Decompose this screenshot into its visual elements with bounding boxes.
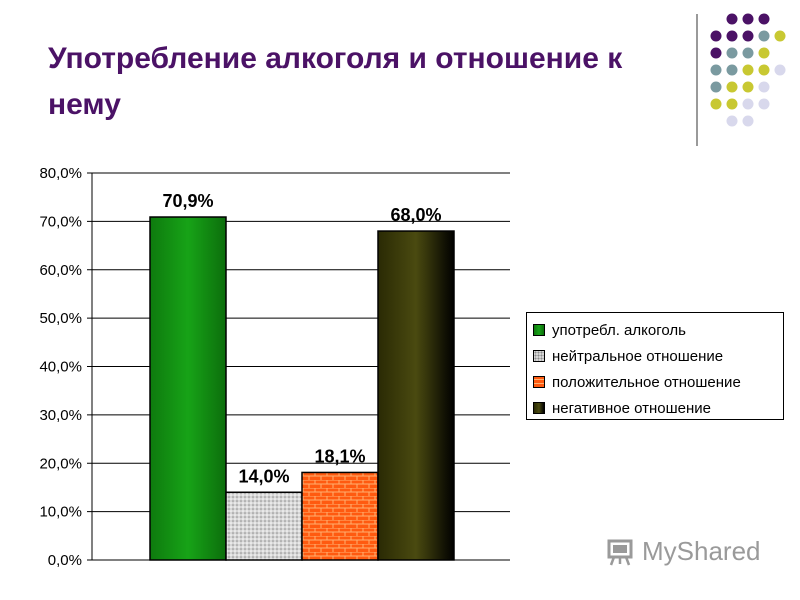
decorative-dot: [758, 13, 770, 25]
decorative-dot: [726, 47, 738, 59]
decorative-dot: [710, 47, 722, 59]
presentation-board-icon: [607, 539, 633, 565]
decorative-divider: [696, 14, 698, 146]
y-tick-label: 70,0%: [39, 213, 82, 230]
y-tick-label: 60,0%: [39, 262, 82, 279]
y-tick-label: 40,0%: [39, 359, 82, 376]
y-tick-label: 0,0%: [48, 552, 82, 569]
y-tick-label: 30,0%: [39, 407, 82, 424]
decorative-dot: [710, 81, 722, 93]
legend-swatch: [533, 324, 545, 336]
y-tick-label: 50,0%: [39, 310, 82, 327]
slide-title: Употребление алкоголя и отношение к нему: [48, 42, 623, 121]
y-tick-label: 80,0%: [39, 165, 82, 182]
decorative-dot: [742, 64, 754, 76]
bar-value-label: 14,0%: [238, 466, 289, 486]
legend-item: негативное отношение: [533, 395, 783, 421]
legend-label: негативное отношение: [552, 399, 712, 417]
decorative-dot: [726, 64, 738, 76]
bar-1: [225, 491, 303, 561]
decorative-dot: [774, 64, 786, 76]
decorative-dot-grid: [710, 13, 786, 127]
decorative-dot: [758, 81, 770, 93]
legend-swatch: [533, 402, 545, 414]
bar-3: [377, 230, 455, 561]
decorative-dot: [742, 115, 754, 127]
chart-legend: употребл. алкоголь нейтральное отношение п…: [526, 312, 784, 420]
watermark-text: MyShared: [642, 536, 761, 566]
watermark: MyShared: [606, 536, 761, 567]
legend-label: нейтральное отношение: [552, 347, 724, 365]
bar-0: [149, 216, 227, 561]
bar-value-label: 70,9%: [162, 191, 213, 211]
decorative-dot: [726, 115, 738, 127]
decorative-dot: [726, 98, 738, 110]
legend-label: положительное отношение: [552, 373, 741, 391]
legend-item: положительное отношение: [533, 369, 783, 395]
decorative-dot: [742, 47, 754, 59]
decorative-dot: [758, 47, 770, 59]
decorative-dot: [710, 98, 722, 110]
decorative-dot: [758, 64, 770, 76]
decorative-dot: [742, 30, 754, 42]
decorative-dot: [726, 30, 738, 42]
y-tick-label: 10,0%: [39, 504, 82, 521]
decorative-dot: [742, 13, 754, 25]
decorative-dot: [726, 13, 738, 25]
legend-item: нейтральное отношение: [533, 343, 783, 369]
decorative-dot: [710, 30, 722, 42]
bar-value-label: 18,1%: [314, 446, 365, 466]
bar-value-label: 68,0%: [390, 205, 441, 225]
legend-label: употребл. алкоголь: [552, 321, 686, 339]
decorative-dot: [758, 98, 770, 110]
legend-swatch: [533, 376, 545, 388]
legend-item: употребл. алкоголь: [533, 317, 783, 343]
y-tick-label: 20,0%: [39, 455, 82, 472]
bar-2: [301, 471, 379, 561]
decorative-dot: [758, 30, 770, 42]
decorative-dot: [742, 98, 754, 110]
legend-swatch: [533, 350, 545, 362]
decorative-dot: [710, 64, 722, 76]
decorative-dot: [774, 30, 786, 42]
decorative-dot: [726, 81, 738, 93]
decorative-dot: [742, 81, 754, 93]
